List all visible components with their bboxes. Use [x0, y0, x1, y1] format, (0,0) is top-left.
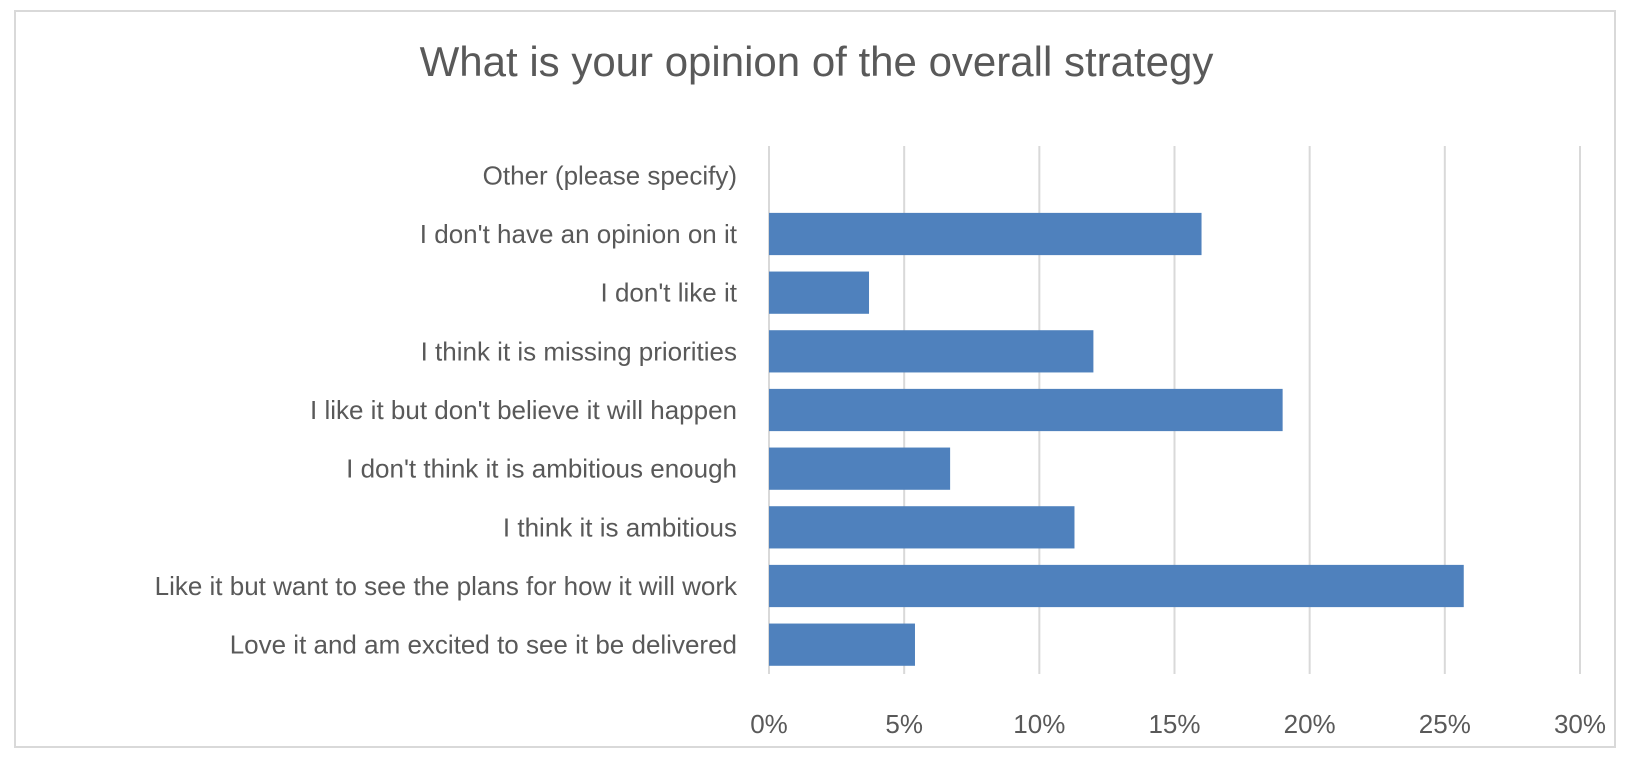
- bar: [769, 271, 870, 314]
- bar: [769, 623, 915, 666]
- bar: [769, 506, 1075, 549]
- category-label: I think it is missing priorities: [421, 336, 737, 366]
- category-label: I don't think it is ambitious enough: [346, 454, 737, 484]
- x-tick-label: 10%: [1013, 709, 1065, 739]
- bar: [769, 564, 1464, 608]
- x-tick-label: 15%: [1148, 709, 1200, 739]
- bar: [769, 330, 1094, 373]
- category-label: Like it but want to see the plans for ho…: [155, 571, 738, 601]
- x-tick-label: 0%: [750, 709, 788, 739]
- category-label: I think it is ambitious: [503, 512, 737, 542]
- category-label: I don't have an opinion on it: [420, 219, 738, 249]
- category-labels: Other (please specify) I don't have an op…: [155, 160, 738, 659]
- x-tick-label: 20%: [1284, 709, 1336, 739]
- x-tick-label: 5%: [885, 709, 923, 739]
- bars: [769, 212, 1464, 666]
- category-label: I like it but don't believe it will happ…: [310, 395, 737, 425]
- category-label: Other (please specify): [483, 160, 737, 190]
- x-tick-labels: 0% 5% 10% 15% 20% 25% 30%: [750, 709, 1606, 739]
- bar: [769, 447, 951, 490]
- category-label: Love it and am excited to see it be deli…: [230, 630, 737, 660]
- category-label: I don't like it: [601, 278, 738, 308]
- x-tick-label: 30%: [1554, 709, 1606, 739]
- x-tick-label: 25%: [1419, 709, 1471, 739]
- bar: [769, 212, 1202, 256]
- chart-title: What is your opinion of the overall stra…: [419, 38, 1214, 85]
- bar: [769, 388, 1283, 432]
